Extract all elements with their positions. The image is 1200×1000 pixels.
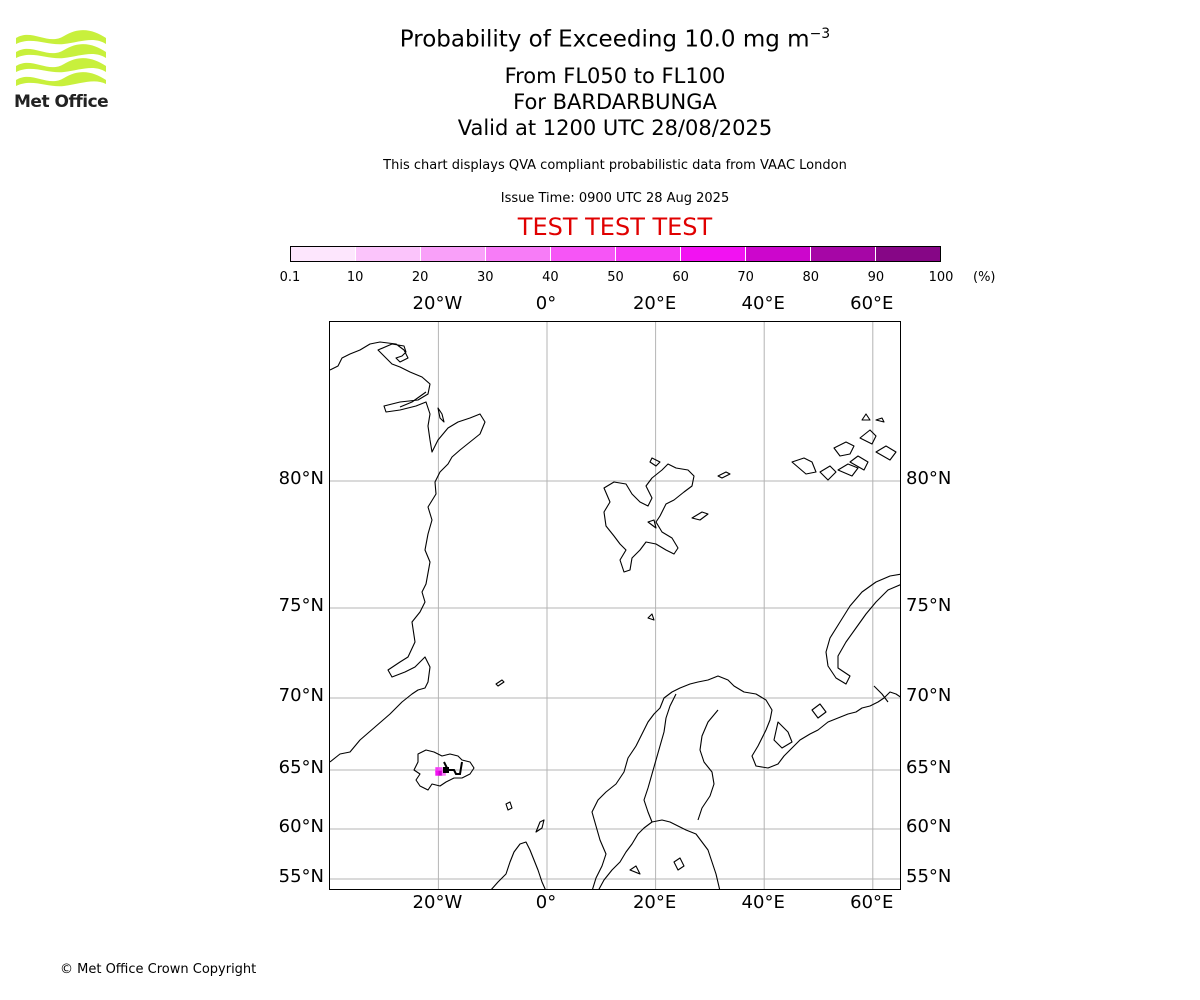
latitude-label-left: 80°N xyxy=(278,468,324,489)
compliance-note: This chart displays QVA compliant probab… xyxy=(383,158,847,173)
novaya-zemlya xyxy=(825,573,900,685)
greenland-coast xyxy=(330,341,486,763)
latitude-label-left: 55°N xyxy=(278,866,324,887)
colorbar-segment xyxy=(745,247,810,261)
colorbar-tick-label: 100 xyxy=(928,270,954,285)
met-office-logo: Met Office xyxy=(14,30,110,114)
colorbar-segment xyxy=(810,247,875,261)
coastlines xyxy=(330,341,900,889)
latitude-label-left: 75°N xyxy=(278,595,324,616)
longitude-label-bottom: 40°E xyxy=(741,892,785,913)
franz-josef-land xyxy=(791,413,897,481)
longitude-label-bottom: 20°W xyxy=(412,892,463,913)
colorbar-tick-label: 20 xyxy=(411,270,429,285)
volcano-name: For BARDARBUNGA xyxy=(513,90,717,114)
volcano-marker xyxy=(443,761,463,775)
map-canvas xyxy=(330,322,900,889)
iceland-coast xyxy=(413,749,475,791)
longitude-label-top: 60°E xyxy=(850,293,894,314)
latitude-label-right: 65°N xyxy=(906,757,952,778)
latitude-label-left: 60°N xyxy=(278,816,324,837)
ash-probability-cell xyxy=(441,770,446,776)
colorbar-tick-label: 50 xyxy=(607,270,624,285)
map-panel xyxy=(329,321,901,890)
colorbar-segment xyxy=(485,247,550,261)
scandinavia-coast xyxy=(591,675,900,889)
issue-time: Issue Time: 0900 UTC 28 Aug 2025 xyxy=(500,191,730,206)
colorbar-tick-label: 40 xyxy=(542,270,559,285)
colorbar-segment xyxy=(680,247,745,261)
colorbar-tick-label: 90 xyxy=(867,270,885,285)
longitude-label-bottom: 60°E xyxy=(850,892,894,913)
longitude-label-top: 20°W xyxy=(412,293,463,314)
longitude-label-top: 0° xyxy=(535,293,557,314)
latitude-label-right: 70°N xyxy=(906,685,952,706)
latitude-label-right: 80°N xyxy=(906,468,952,489)
latitude-label-left: 65°N xyxy=(278,757,324,778)
logo-text: Met Office xyxy=(14,92,109,112)
colorbar-segment xyxy=(615,247,680,261)
longitude-label-bottom: 20°E xyxy=(632,892,677,913)
colorbar-tick-label: 30 xyxy=(477,270,494,285)
test-banner: TEST TEST TEST xyxy=(517,213,713,241)
latitude-label-left: 70°N xyxy=(278,685,324,706)
probability-colorbar xyxy=(290,246,941,262)
colorbar-tick-label: 80 xyxy=(802,270,820,285)
copyright-notice: © Met Office Crown Copyright xyxy=(60,962,257,977)
met-office-waves-icon xyxy=(16,30,106,87)
colorbar-segment xyxy=(420,247,485,261)
ash-probability-cells xyxy=(435,767,446,776)
scotland-coast xyxy=(491,841,546,889)
colorbar-segment xyxy=(355,247,420,261)
colorbar-tick-label: 10 xyxy=(346,270,364,285)
chart-title: Probability of Exceeding 10.0 mg m−3 xyxy=(399,26,831,53)
ash-probability-cell xyxy=(438,770,443,776)
colorbar-segment xyxy=(550,247,615,261)
longitude-label-top: 20°E xyxy=(632,293,677,314)
ash-probability-cell xyxy=(438,767,443,773)
colorbar-tick-label: 70 xyxy=(737,270,754,285)
colorbar-unit: (%) xyxy=(973,270,996,285)
colorbar-segment xyxy=(291,247,355,261)
svalbard-coast xyxy=(603,463,695,573)
valid-time: Valid at 1200 UTC 28/08/2025 xyxy=(457,116,773,140)
longitude-label-top: 40°E xyxy=(741,293,785,314)
longitude-label-bottom: 0° xyxy=(535,892,557,913)
ash-probability-cell xyxy=(435,767,440,773)
graticule xyxy=(330,322,900,889)
colorbar-segment xyxy=(875,247,940,261)
latitude-label-right: 55°N xyxy=(906,866,952,887)
ash-probability-cell xyxy=(435,770,440,776)
latitude-label-right: 75°N xyxy=(906,595,952,616)
colorbar-tick-label: 60 xyxy=(672,270,689,285)
flight-level-range: From FL050 to FL100 xyxy=(504,64,726,88)
colorbar-tick-label: 0.1 xyxy=(279,270,301,285)
latitude-label-right: 60°N xyxy=(906,816,952,837)
